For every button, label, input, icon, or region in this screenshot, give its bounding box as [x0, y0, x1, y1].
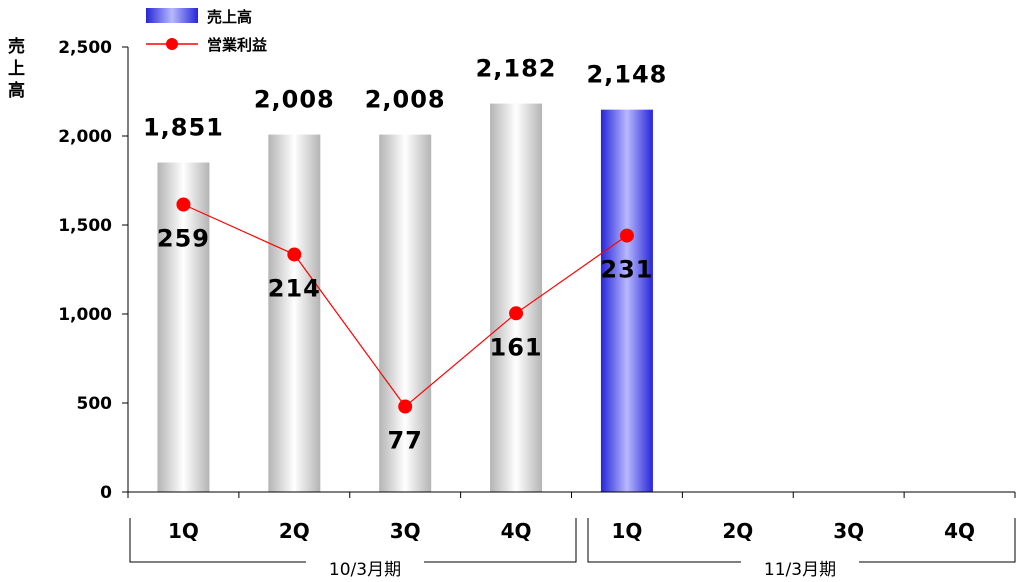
legend-swatch-sales: [146, 8, 198, 23]
legend-swatch-profit-marker: [166, 38, 178, 50]
bar-value-label-4: 2,182: [476, 55, 557, 83]
bar-labels: 1,851 2,008 2,008 2,182 2,148: [143, 55, 667, 142]
profit-value-label-4: 161: [490, 333, 543, 361]
bar-value-label-5: 2,148: [586, 61, 667, 89]
y-tick-label: 2,000: [58, 127, 112, 147]
category-label-8: 4Q: [944, 519, 975, 543]
period-bracket-left: [587, 518, 741, 563]
y-axis-ticks: 0 500 1,000 1,500 2,000 2,500: [58, 38, 128, 503]
profit-marker-5: [619, 228, 634, 243]
y-tick-label: 1,000: [58, 305, 112, 325]
period-groups: 10/3月期 11/3月期: [129, 518, 1016, 580]
bar-3: [379, 134, 432, 493]
period-label-2: 11/3月期: [764, 560, 836, 580]
bar-value-label-3: 2,008: [365, 86, 446, 114]
legend: 売上高 営業利益: [146, 8, 267, 54]
category-labels: 1Q 2Q 3Q 4Q 1Q 2Q 3Q 4Q: [168, 519, 975, 543]
period-bracket-right: [859, 518, 1016, 563]
category-label-4: 4Q: [501, 519, 532, 543]
y-tick-label: 0: [100, 483, 112, 503]
profit-marker-2: [287, 247, 302, 262]
period-bracket-right: [424, 518, 577, 563]
bar-value-label-2: 2,008: [254, 86, 335, 114]
period-bracket-left: [129, 518, 306, 563]
profit-value-label-2: 214: [268, 274, 321, 302]
legend-label-sales: 売上高: [207, 8, 252, 26]
category-label-2: 2Q: [279, 519, 310, 543]
bar-4: [490, 103, 543, 492]
category-label-5: 1Q: [611, 519, 642, 543]
axes: [127, 47, 1016, 498]
legend-label-profit: 営業利益: [207, 36, 267, 54]
y-tick-label: 2,500: [58, 38, 112, 58]
bar-1: [157, 162, 210, 492]
profit-value-label-3: 77: [387, 427, 422, 455]
y-tick-label: 500: [77, 394, 113, 414]
profit-value-label-1: 259: [157, 225, 210, 253]
profit-marker-3: [398, 399, 413, 414]
y-tick-label: 1,500: [58, 216, 112, 236]
profit-marker-1: [176, 197, 191, 212]
category-label-3: 3Q: [390, 519, 421, 543]
y-axis-label: 売上高: [8, 36, 25, 101]
bar-5: [600, 109, 653, 492]
category-label-1: 1Q: [168, 519, 199, 543]
bar-2: [268, 134, 321, 493]
category-label-6: 2Q: [722, 519, 753, 543]
category-label-7: 3Q: [833, 519, 864, 543]
profit-line-layer: 259 214 77 161 231: [157, 197, 653, 455]
period-label-1: 10/3月期: [329, 560, 401, 580]
profit-value-label-5: 231: [600, 256, 653, 284]
profit-marker-4: [509, 306, 524, 321]
bars: [157, 103, 653, 493]
bar-value-label-1: 1,851: [143, 114, 224, 142]
